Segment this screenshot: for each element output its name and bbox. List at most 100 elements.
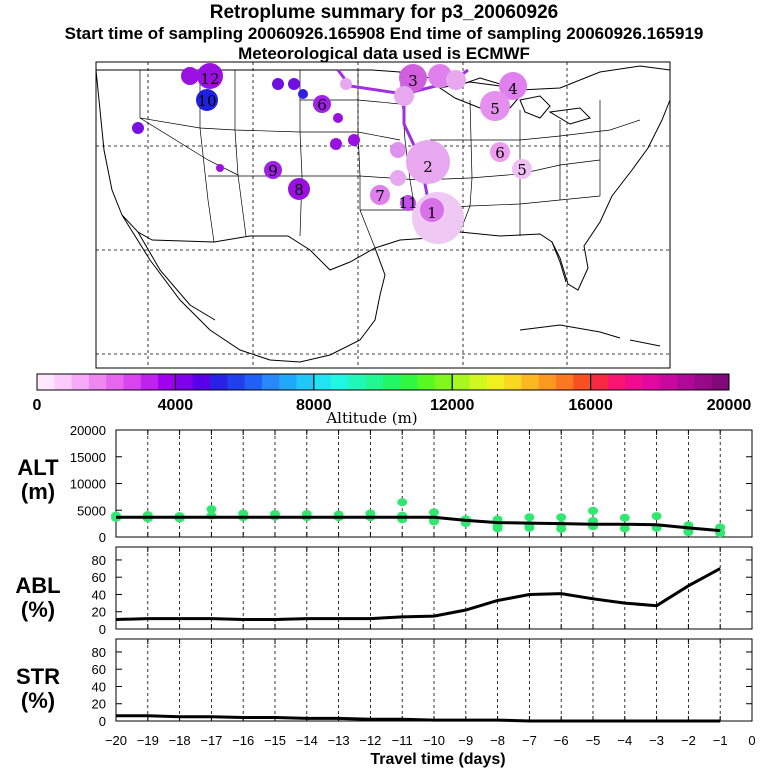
marker-3: 3	[399, 64, 427, 92]
x-axis-label: Travel time (days)	[370, 751, 505, 768]
marker-10: 10	[196, 89, 218, 111]
altitude-point	[556, 513, 567, 522]
colorbar-tick-label: 20000	[707, 397, 752, 414]
alt-line	[116, 515, 721, 533]
colorbar-swatch	[37, 374, 55, 390]
colorbar-swatch	[590, 374, 609, 390]
colorbar-swatch	[140, 374, 159, 390]
marker-7: 7	[370, 185, 390, 205]
y-tick-label: 40	[92, 587, 106, 602]
y-tick-label: 20	[92, 697, 106, 712]
sampling-time-line: Start time of sampling 20060926.165908 E…	[64, 24, 704, 43]
colorbar-tick-labels: 0 4000 8000 12000 16000 20000	[33, 397, 752, 414]
map-coastlines-borders	[95, 65, 671, 363]
colorbar-swatch	[279, 374, 297, 390]
altitude-point	[619, 524, 630, 533]
map-panel: 1 2 3 4 5 5 6	[95, 61, 671, 369]
panel-str: 0 20 40 60 80 STR(%)	[16, 638, 753, 729]
colorbar-swatch	[175, 374, 194, 390]
colorbar-tick-label: 4000	[158, 397, 194, 414]
marker-11: 11	[398, 194, 417, 212]
altitude-point	[588, 506, 598, 515]
altitude-point	[429, 517, 439, 526]
y-tick-label: 80	[92, 645, 106, 660]
altitude-point	[492, 524, 503, 533]
x-tick-label: −14	[296, 733, 318, 748]
x-tick-label: −11	[392, 733, 413, 748]
marker-1: 1	[412, 192, 464, 244]
colorbar-swatch	[261, 374, 280, 390]
x-tick-label: −7	[522, 733, 537, 748]
x-tick-label: −2	[681, 733, 696, 748]
x-tick-label: −15	[264, 733, 286, 748]
colorbar-swatch	[625, 374, 643, 390]
x-tick-label: −4	[617, 733, 632, 748]
marker-12: 12	[197, 63, 223, 89]
str-line	[116, 714, 721, 723]
colorbar-swatch	[313, 374, 332, 390]
colorbar-swatch	[296, 374, 315, 390]
colorbar-label: Altitude (m)	[325, 409, 417, 427]
x-tick-label: −5	[586, 733, 601, 748]
altitude-point	[556, 524, 567, 533]
y-tick-label: 10000	[70, 477, 106, 492]
y-tick-label: 60	[92, 570, 106, 585]
y-axis-label-unit: (%)	[21, 688, 55, 713]
colorbar-swatch	[642, 374, 661, 390]
x-tick-label: −18	[169, 733, 191, 748]
svg-text:7: 7	[375, 187, 385, 205]
colorbar-swatch	[694, 374, 713, 390]
colorbar-swatch	[452, 374, 470, 390]
marker-8: 8	[288, 178, 310, 200]
x-tick-label: −19	[137, 733, 159, 748]
svg-text:5: 5	[490, 100, 500, 118]
marker-2: 2	[406, 140, 450, 184]
colorbar-swatch	[88, 374, 107, 390]
y-tick-label: 20000	[70, 423, 106, 438]
y-tick-label: 80	[92, 553, 106, 568]
marker-6-dakota: 6	[313, 95, 331, 114]
y-tick-label: 0	[99, 714, 106, 729]
colorbar-swatch	[607, 374, 626, 390]
colorbar-swatch	[244, 374, 263, 390]
svg-text:8: 8	[294, 181, 304, 199]
colorbar-swatch	[434, 374, 453, 390]
colorbar-swatch	[677, 374, 695, 390]
altitude-point	[619, 513, 630, 522]
map-frame	[95, 61, 671, 369]
marker-5-michigan: 5	[480, 91, 510, 121]
colorbar-tick-label: 16000	[568, 397, 613, 414]
colorbar-swatch	[54, 374, 73, 390]
x-tick-label: −10	[423, 733, 445, 748]
colorbar-swatch	[521, 374, 540, 390]
time-series-panels: 05000100001500020000ALT(m)020406080ABL(%…	[15, 423, 755, 768]
colorbar-frame	[36, 373, 730, 391]
marker-9: 9	[264, 161, 282, 180]
x-tick-label: −13	[328, 733, 350, 748]
colorbar-swatch	[365, 374, 384, 390]
y-tick-label: 0	[99, 530, 106, 545]
y-tick-label: 40	[92, 679, 106, 694]
altitude-point	[651, 512, 662, 521]
svg-text:12: 12	[200, 70, 219, 88]
svg-text:10: 10	[197, 92, 216, 110]
x-tick-label: −17	[200, 733, 222, 748]
colorbar-swatch	[348, 374, 367, 390]
x-axis-tick-labels: −20 −19 −18 −17 −16 −15 −14 −13 −12 −11 −10 −9 −8 −7−…	[105, 733, 756, 748]
altitude-colorbar	[36, 373, 730, 391]
svg-text:3: 3	[408, 72, 418, 90]
y-tick-label: 5000	[77, 503, 106, 518]
colorbar-swatch	[400, 374, 419, 390]
svg-text:9: 9	[268, 162, 278, 180]
x-tick-label: −1	[713, 733, 728, 748]
svg-text:5: 5	[517, 161, 527, 179]
svg-text:6: 6	[317, 96, 327, 114]
x-tick-label: −16	[232, 733, 254, 748]
colorbar-swatch	[210, 374, 228, 390]
abl-line	[115, 567, 721, 621]
colorbar-swatch	[71, 374, 90, 390]
colorbar-swatch	[192, 374, 211, 390]
colorbar-swatch	[659, 374, 678, 390]
colorbar-swatch	[227, 374, 246, 390]
